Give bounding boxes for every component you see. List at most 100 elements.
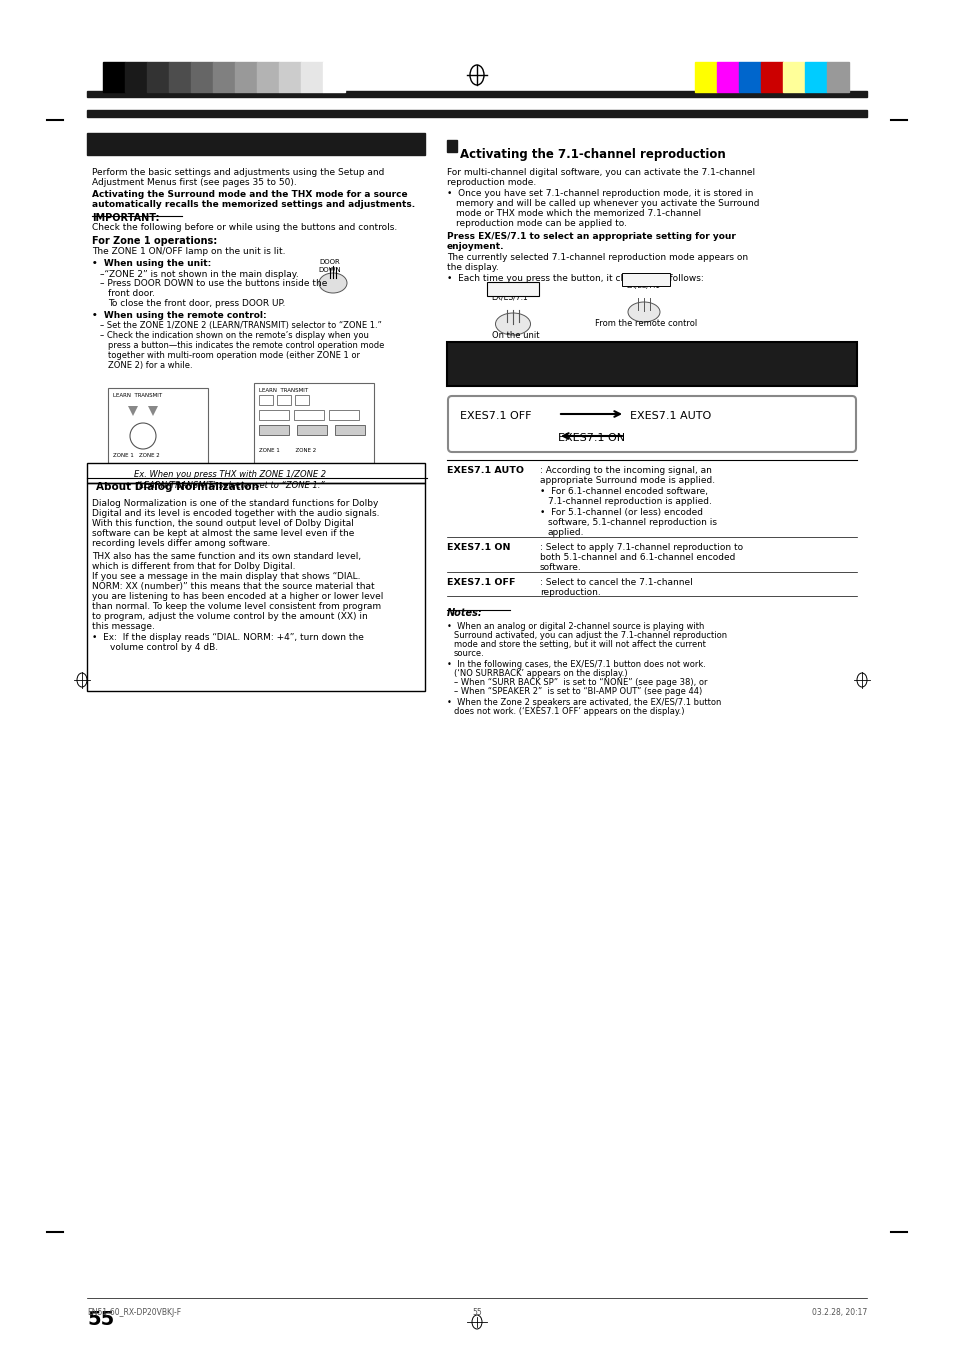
- Text: VOLUME: VOLUME: [826, 345, 846, 350]
- Text: Ex. When you press THX with ZONE 1/ZONE 2: Ex. When you press THX with ZONE 1/ZONE …: [133, 470, 326, 479]
- Text: reproduction mode.: reproduction mode.: [447, 178, 536, 187]
- Text: With this function, the sound output level of Dolby Digital: With this function, the sound output lev…: [91, 519, 354, 529]
- Bar: [294, 410, 324, 420]
- Text: press a button—this indicates the remote control operation mode: press a button—this indicates the remote…: [108, 341, 384, 350]
- Text: Press EX/ES/7.1 to select an appropriate setting for your: Press EX/ES/7.1 to select an appropriate…: [447, 233, 735, 241]
- Bar: [258, 410, 289, 420]
- Text: – Set the ZONE 1/ZONE 2 (LEARN/TRANSMIT) selector to “ZONE 1.”: – Set the ZONE 1/ZONE 2 (LEARN/TRANSMIT)…: [100, 320, 381, 330]
- Text: To close the front door, press DOOR UP.: To close the front door, press DOOR UP.: [108, 299, 285, 308]
- Text: •  Ex:  If the display reads “DIAL. NORM: +4”, turn down the: • Ex: If the display reads “DIAL. NORM: …: [91, 633, 363, 642]
- Text: reproduction.: reproduction.: [539, 588, 600, 598]
- Bar: [760, 62, 782, 92]
- Text: SPEAKERS  1: SPEAKERS 1: [776, 345, 807, 350]
- Text: 03.2.28, 20:17: 03.2.28, 20:17: [811, 1307, 866, 1317]
- Text: Surround activated, you can adjust the 7.1-channel reproduction: Surround activated, you can adjust the 7…: [454, 631, 726, 639]
- Bar: [234, 62, 256, 92]
- Text: : Select to cancel the 7.1-channel: : Select to cancel the 7.1-channel: [539, 579, 692, 587]
- Ellipse shape: [318, 273, 347, 293]
- Bar: [294, 395, 309, 406]
- Text: software.: software.: [539, 562, 581, 572]
- Text: memory and will be called up whenever you activate the Surround: memory and will be called up whenever yo…: [456, 199, 759, 208]
- Text: From the remote control: From the remote control: [595, 319, 697, 329]
- Text: which is different from that for Dolby Digital.: which is different from that for Dolby D…: [91, 562, 295, 571]
- Bar: [486, 283, 538, 296]
- Text: •  Once you have set 7.1-channel reproduction mode, it is stored in: • Once you have set 7.1-channel reproduc…: [447, 189, 753, 197]
- Bar: [447, 342, 856, 387]
- Text: •  Each time you press the button, it changes as follows:: • Each time you press the button, it cha…: [447, 274, 703, 283]
- Text: EX/ES/7.1: EX/ES/7.1: [491, 292, 527, 301]
- Bar: [213, 62, 234, 92]
- Text: automatically recalls the memorized settings and adjustments.: automatically recalls the memorized sett…: [91, 200, 415, 210]
- Text: THX also has the same function and its own standard level,: THX also has the same function and its o…: [91, 552, 361, 561]
- Text: (LEARN/TRANSMIT) selector set to “ZONE 1.”: (LEARN/TRANSMIT) selector set to “ZONE 1…: [135, 481, 324, 489]
- Text: you are listening to has been encoded at a higher or lower level: you are listening to has been encoded at…: [91, 592, 383, 602]
- Text: •  For 5.1-channel (or less) encoded: • For 5.1-channel (or less) encoded: [539, 508, 702, 516]
- Text: EXES7.1 OFF: EXES7.1 OFF: [447, 579, 515, 587]
- Text: •  When the Zone 2 speakers are activated, the EX/ES/7.1 button: • When the Zone 2 speakers are activated…: [447, 698, 720, 707]
- Bar: [447, 141, 456, 151]
- Bar: [452, 356, 468, 364]
- Bar: [87, 132, 424, 155]
- Ellipse shape: [495, 314, 530, 335]
- Text: (inside the front door): (inside the front door): [481, 341, 574, 350]
- Text: Digital and its level is encoded together with the audio signals.: Digital and its level is encoded togethe…: [91, 508, 379, 518]
- Polygon shape: [128, 406, 138, 416]
- Text: 55: 55: [87, 1310, 114, 1329]
- Bar: [147, 62, 169, 92]
- Text: The ZONE 1 ON/OFF lamp on the unit is lit.: The ZONE 1 ON/OFF lamp on the unit is li…: [91, 247, 285, 256]
- Text: •  When using the remote control:: • When using the remote control:: [91, 311, 266, 320]
- Text: EN51-60_RX-DP20VBKJ-F: EN51-60_RX-DP20VBKJ-F: [87, 1307, 181, 1317]
- Text: software, 5.1-channel reproduction is: software, 5.1-channel reproduction is: [547, 518, 717, 527]
- Text: Notes:: Notes:: [447, 608, 482, 618]
- Bar: [87, 91, 866, 97]
- Text: both 5.1-channel and 6.1-channel encoded: both 5.1-channel and 6.1-channel encoded: [539, 553, 735, 562]
- Bar: [782, 62, 804, 92]
- Text: COOL AUTO: COOL AUTO: [537, 345, 565, 350]
- Bar: [472, 353, 494, 362]
- Text: •  In the following cases, the EX/ES/7.1 button does not work.: • In the following cases, the EX/ES/7.1 …: [447, 660, 705, 669]
- Text: •  When using the unit:: • When using the unit:: [91, 260, 211, 268]
- Text: – Press DOOR DOWN to use the buttons inside the: – Press DOOR DOWN to use the buttons ins…: [100, 279, 327, 288]
- Text: – When “SURR BACK SP”  is set to “NONE” (see page 38), or: – When “SURR BACK SP” is set to “NONE” (…: [454, 677, 707, 687]
- Bar: [804, 62, 826, 92]
- Text: Check the following before or while using the buttons and controls.: Check the following before or while usin…: [91, 223, 396, 233]
- Text: : According to the incoming signal, an: : According to the incoming signal, an: [539, 466, 711, 475]
- Text: 7.1-channel reproduction is applied.: 7.1-channel reproduction is applied.: [547, 498, 711, 506]
- Bar: [276, 395, 291, 406]
- Text: enjoyment.: enjoyment.: [447, 242, 504, 251]
- Text: EXES7.1 AUTO: EXES7.1 AUTO: [629, 411, 711, 420]
- Text: reproduction mode can be applied to.: reproduction mode can be applied to.: [456, 219, 626, 228]
- Text: Activating the 7.1-channel reproduction: Activating the 7.1-channel reproduction: [459, 147, 725, 161]
- Text: Activating the Surround and THX Modes: Activating the Surround and THX Modes: [96, 149, 333, 160]
- Bar: [169, 62, 191, 92]
- Text: the display.: the display.: [447, 264, 498, 272]
- Text: NORM: XX (number)” this means that the source material that: NORM: XX (number)” this means that the s…: [91, 581, 375, 591]
- Text: –“ZONE 2” is not shown in the main display.: –“ZONE 2” is not shown in the main displ…: [100, 270, 298, 279]
- Text: ZONE 2) for a while.: ZONE 2) for a while.: [108, 361, 193, 370]
- Text: software can be kept at almost the same level even if the: software can be kept at almost the same …: [91, 529, 354, 538]
- Text: (‘NO SURRBACK’ appears on the display.): (‘NO SURRBACK’ appears on the display.): [454, 669, 627, 677]
- Text: – When “SPEAKER 2”  is set to “BI-AMP OUT” (see page 44): – When “SPEAKER 2” is set to “BI-AMP OUT…: [454, 687, 701, 696]
- Bar: [258, 425, 289, 435]
- Bar: [103, 62, 125, 92]
- Text: •  When an analog or digital 2-channel source is playing with: • When an analog or digital 2-channel so…: [447, 622, 703, 631]
- Text: recording levels differ among software.: recording levels differ among software.: [91, 539, 270, 548]
- Text: •  For 6.1-channel encoded software,: • For 6.1-channel encoded software,: [539, 487, 707, 496]
- Bar: [253, 383, 374, 462]
- Bar: [323, 62, 345, 92]
- Bar: [452, 366, 468, 376]
- Text: ZONE 1   ZONE 2: ZONE 1 ZONE 2: [112, 453, 159, 458]
- Bar: [256, 62, 278, 92]
- Text: Adjustment Menus first (see pages 35 to 50).: Adjustment Menus first (see pages 35 to …: [91, 178, 296, 187]
- Bar: [695, 62, 717, 92]
- Text: ZONE 1         ZONE 2: ZONE 1 ZONE 2: [258, 448, 315, 453]
- Text: About Dialog Normalization: About Dialog Normalization: [96, 483, 258, 492]
- Bar: [191, 62, 213, 92]
- Text: : Select to apply 7.1-channel reproduction to: : Select to apply 7.1-channel reproducti…: [539, 544, 742, 552]
- Text: EX/ES/7.1: EX/ES/7.1: [625, 283, 659, 289]
- Text: LEARN  TRANSMIT: LEARN TRANSMIT: [258, 388, 308, 393]
- Bar: [452, 343, 468, 352]
- Text: mode or THX mode which the memorized 7.1-channel: mode or THX mode which the memorized 7.1…: [456, 210, 700, 218]
- Bar: [296, 425, 327, 435]
- Text: mode and store the setting, but it will not affect the current: mode and store the setting, but it will …: [454, 639, 705, 649]
